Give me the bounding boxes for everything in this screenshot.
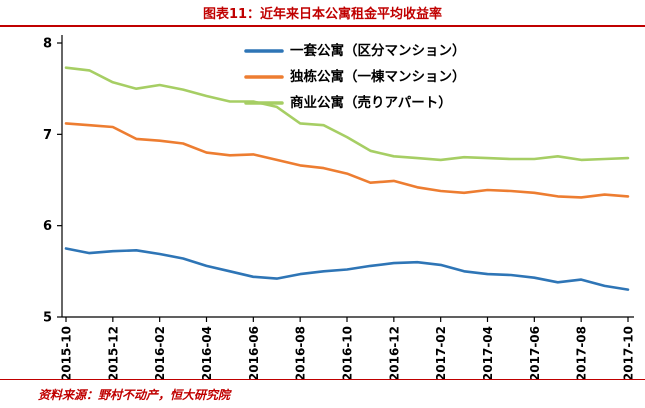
y-tick-label: 8 (43, 37, 52, 52)
series-line-1 (64, 122, 630, 199)
y-tick-label: 6 (43, 219, 52, 234)
x-tick-label: 2015-12 (106, 326, 120, 379)
legend-label-0: 一套公寓（区分マンション） (290, 42, 466, 59)
x-tick-label: 2016-06 (247, 326, 261, 379)
series-line-0 (64, 247, 630, 291)
x-tick-label: 2016-04 (200, 326, 214, 379)
line-chart: 5 6 7 8 2015-10 2015-12 2016-02 2016-04 2016-06 2… (43, 35, 636, 379)
chart-title: 图表11：近年来日本公寓租金平均收益率 (202, 7, 443, 22)
x-tick-label: 2016-08 (294, 326, 308, 379)
chart-area: 5 6 7 8 2015-10 2015-12 2016-02 2016-04 2016-06 2… (0, 27, 645, 379)
x-tick-label: 2017-06 (528, 326, 542, 379)
x-tick-label: 2017-02 (434, 326, 448, 379)
x-tick-label: 2017-08 (575, 326, 589, 379)
legend-label-1: 独栋公寓（一棟マンション） (290, 68, 466, 85)
x-tick-label: 2015-10 (60, 326, 74, 379)
chart-header: 图表11：近年来日本公寓租金平均收益率 (0, 0, 645, 27)
x-tick-label: 2016-12 (387, 326, 401, 379)
y-tick-label: 5 (43, 311, 52, 326)
legend-label-2: 商业公寓（売りアパート） (290, 94, 452, 111)
series-line-2 (64, 66, 630, 162)
source-footer: 资料来源：野村不动产，恒大研究院 (0, 379, 645, 408)
source-note: 资料来源：野村不动产，恒大研究院 (38, 388, 231, 402)
x-tick-label: 2016-02 (153, 326, 167, 379)
x-tick-label: 2016-10 (341, 326, 355, 379)
x-tick-label: 2017-04 (481, 326, 495, 379)
y-tick-label: 7 (43, 128, 52, 143)
x-tick-label: 2017-10 (622, 326, 636, 379)
